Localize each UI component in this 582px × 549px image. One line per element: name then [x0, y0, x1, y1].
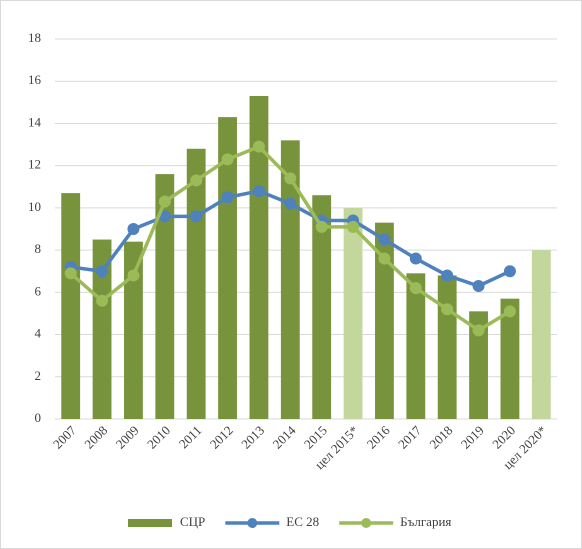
bar — [155, 174, 175, 419]
marker — [503, 305, 516, 318]
marker — [127, 223, 140, 235]
marker — [441, 269, 454, 282]
bar — [406, 273, 426, 419]
marker — [409, 252, 422, 265]
marker — [378, 233, 391, 246]
marker — [158, 210, 171, 223]
bar — [375, 222, 394, 419]
y-tick-label: 14 — [28, 114, 42, 129]
y-tick-label: 0 — [35, 410, 42, 425]
marker — [378, 252, 391, 265]
bar — [218, 117, 237, 419]
marker — [190, 174, 203, 187]
marker — [96, 294, 109, 307]
y-tick-label: 10 — [28, 199, 41, 214]
legend-label: ЕС 28 — [286, 514, 319, 529]
y-tick-label: 12 — [28, 157, 41, 172]
marker — [315, 220, 328, 233]
y-tick-label: 6 — [35, 283, 42, 298]
bar — [280, 140, 300, 420]
legend-marker — [247, 518, 258, 528]
marker — [252, 185, 265, 197]
bar — [186, 148, 206, 419]
marker — [441, 303, 454, 316]
bar — [437, 275, 457, 419]
legend-label: СЦР — [180, 514, 205, 529]
legend-label: България — [400, 514, 451, 529]
marker — [221, 153, 234, 166]
bar — [531, 250, 551, 419]
y-tick-label: 8 — [35, 241, 42, 256]
marker — [472, 324, 485, 337]
marker — [347, 220, 360, 233]
marker — [503, 265, 516, 278]
y-tick-label: 2 — [35, 368, 42, 383]
bar — [312, 195, 332, 419]
bar — [500, 298, 520, 419]
marker — [472, 280, 485, 292]
bar — [92, 239, 112, 419]
marker — [284, 197, 297, 210]
marker — [252, 140, 265, 153]
y-tick-label: 16 — [28, 72, 42, 87]
y-tick-label: 18 — [28, 30, 41, 45]
bar — [249, 96, 269, 419]
bar — [124, 241, 143, 419]
bar — [469, 311, 488, 419]
legend-swatch — [128, 519, 172, 527]
y-tick-label: 4 — [35, 326, 42, 341]
marker — [190, 210, 203, 223]
marker — [284, 172, 297, 185]
bar — [61, 193, 81, 419]
marker — [221, 191, 234, 204]
marker — [127, 269, 140, 282]
marker — [64, 267, 77, 280]
marker — [409, 282, 422, 295]
bar — [343, 207, 363, 419]
marker — [96, 265, 109, 278]
legend-marker — [361, 518, 372, 528]
marker — [158, 195, 171, 208]
